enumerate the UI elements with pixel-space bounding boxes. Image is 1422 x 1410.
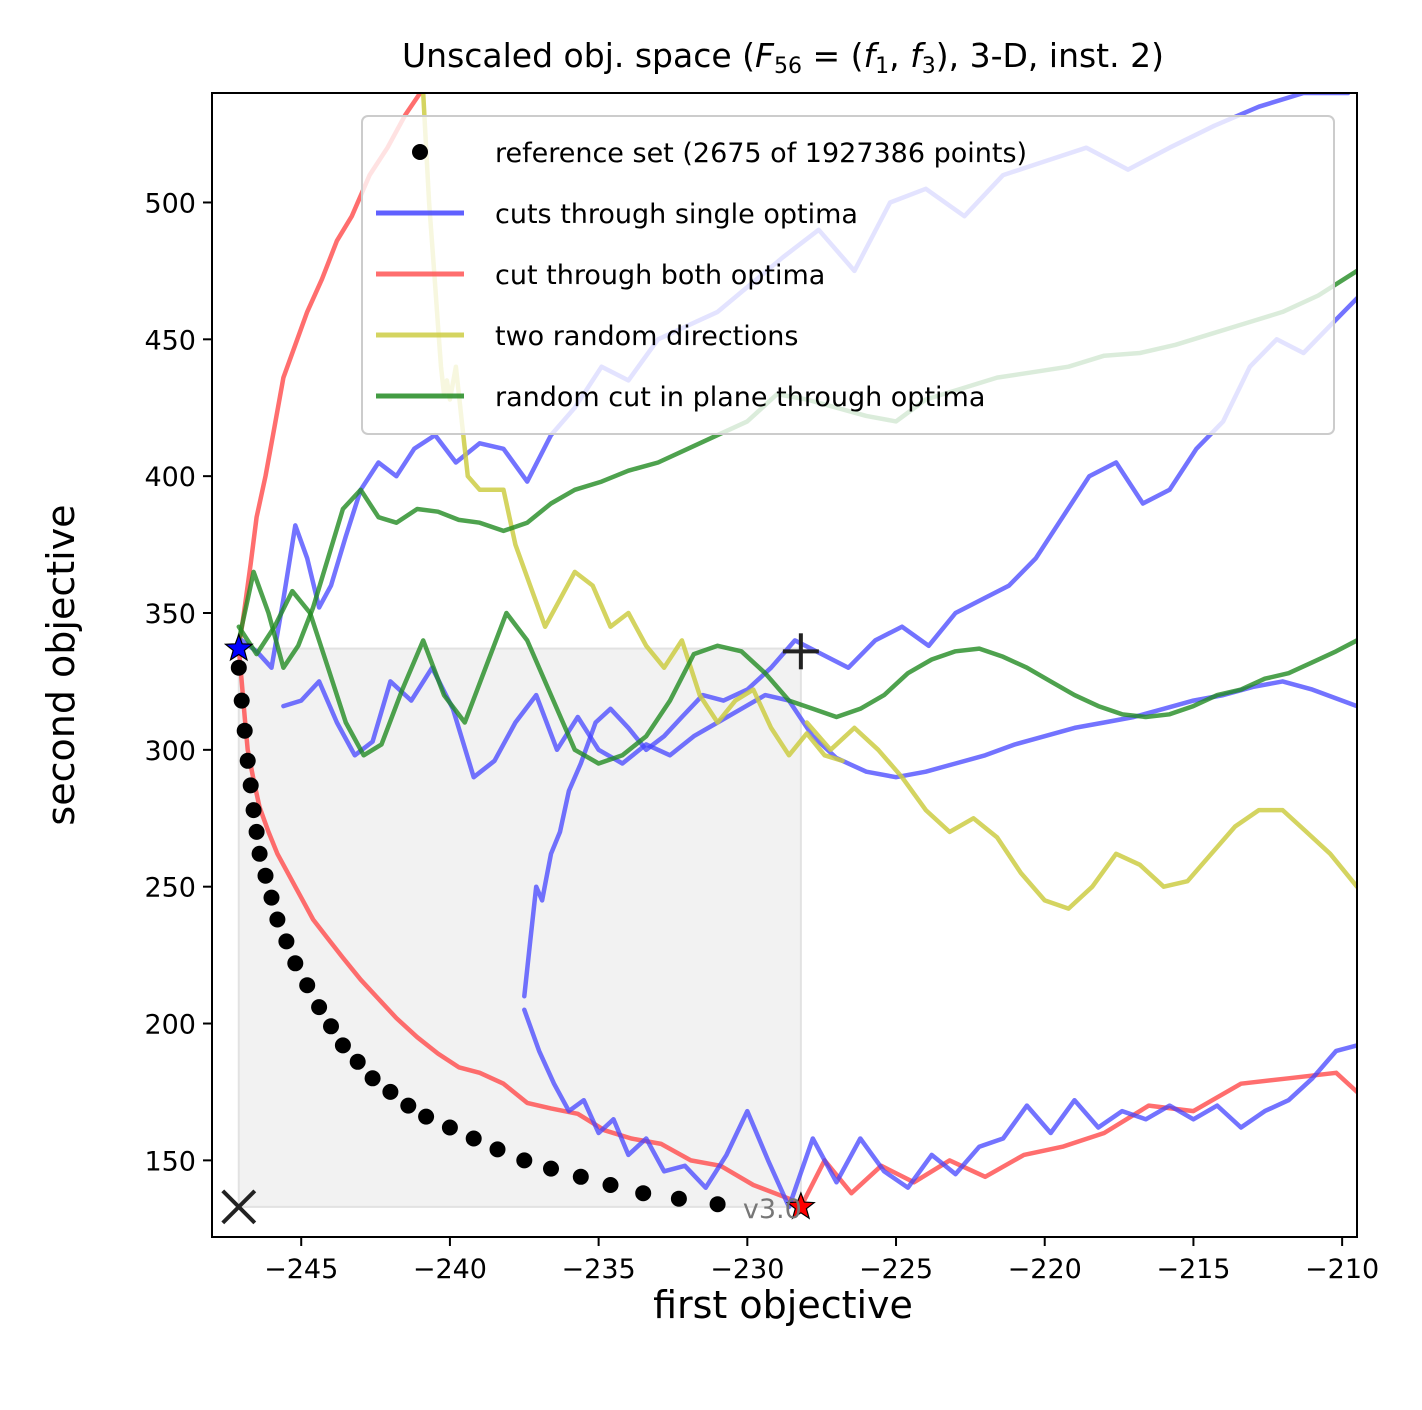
x-tick-label: −210 (1305, 1254, 1379, 1285)
optimum-1-star-marker (223, 632, 254, 662)
legend-entry-label: cuts through single optima (495, 199, 858, 230)
plot-frame (211, 92, 1358, 1238)
x-axis-ticks: −245 −240 −235 −230 −225 −220 −215 −210 (264, 1237, 1379, 1285)
series-line-4 (522, 296, 1357, 999)
y-tick-label: 500 (144, 188, 196, 219)
reference-point (709, 1196, 726, 1213)
reference-point (245, 802, 262, 819)
reference-point (382, 1083, 399, 1100)
reference-point (278, 933, 295, 950)
reference-point (572, 1168, 589, 1185)
nadir-point-plus-marker (782, 633, 819, 670)
series-line-5 (522, 1007, 1357, 1210)
reference-box (237, 647, 802, 1208)
reference-point (263, 889, 280, 906)
reference-point (287, 955, 304, 972)
reference-point (323, 1018, 339, 1035)
series-line-3 (281, 665, 1357, 780)
x-tick-label: −230 (710, 1254, 784, 1285)
reference-point (257, 867, 274, 884)
ideal-point-x-marker (221, 1189, 257, 1225)
y-tick-label: 400 (144, 462, 196, 493)
reference-point (418, 1108, 435, 1125)
reference-point (516, 1152, 533, 1169)
reference-point (602, 1177, 619, 1193)
legend-entry-label: cut through both optima (495, 260, 825, 291)
reference-point (635, 1185, 652, 1202)
y-tick-label: 150 (144, 1146, 196, 1177)
x-tick-label: −240 (413, 1254, 487, 1285)
y-tick-label: 200 (144, 1010, 196, 1041)
reference-set-layer (230, 659, 726, 1213)
reference-point (233, 692, 250, 709)
x-axis-label: first objective (653, 1283, 913, 1327)
series-line-7 (804, 720, 1357, 911)
reference-point (400, 1097, 417, 1114)
legend-entry-label: reference set (2675 of 1927386 points) (495, 138, 1027, 169)
reference-point (670, 1190, 687, 1207)
x-tick-label: −235 (562, 1254, 636, 1285)
series-line-0 (236, 646, 1357, 1210)
y-tick-label: 300 (144, 736, 196, 767)
legend-marker-reference-set (412, 144, 428, 160)
reference-point (230, 659, 247, 676)
y-axis-label: second objective (39, 504, 83, 825)
reference-point (349, 1053, 366, 1070)
reference-point (311, 999, 328, 1016)
series-line-9 (236, 588, 1357, 766)
y-tick-label: 450 (144, 325, 196, 356)
reference-point (251, 845, 268, 862)
y-tick-label: 350 (144, 599, 196, 630)
legend: reference set (2675 of 1927386 points) cu… (361, 115, 1335, 435)
reference-point (248, 823, 265, 840)
legend-entry-label: random cut in plane through optima (495, 382, 985, 413)
x-tick-label: −220 (1008, 1254, 1082, 1285)
y-axis-ticks: 150 200 250 300 350 400 450 500 (144, 188, 212, 1177)
chart-title: Unscaled obj. space (F56 = (f1, f3), 3-D… (402, 36, 1164, 79)
legend-entry-label: two random directions (495, 321, 798, 352)
reference-point (441, 1119, 458, 1136)
reference-point (465, 1130, 482, 1147)
x-tick-label: −245 (264, 1254, 338, 1285)
special-markers-layer (221, 632, 819, 1225)
reference-point (543, 1160, 559, 1177)
reference-point (334, 1037, 351, 1054)
x-tick-label: −215 (1156, 1254, 1230, 1285)
reference-point (299, 977, 316, 994)
reference-point (269, 911, 286, 928)
x-tick-label: −225 (859, 1254, 933, 1285)
y-tick-label: 250 (144, 873, 196, 904)
reference-point (489, 1141, 506, 1158)
version-annotation: v3.0 (743, 1194, 802, 1225)
reference-point (242, 777, 259, 794)
optimum-2-star-marker (785, 1191, 816, 1220)
reference-point (236, 722, 253, 739)
legend-box (361, 115, 1335, 435)
reference-point (239, 752, 256, 769)
reference-point (364, 1070, 381, 1087)
